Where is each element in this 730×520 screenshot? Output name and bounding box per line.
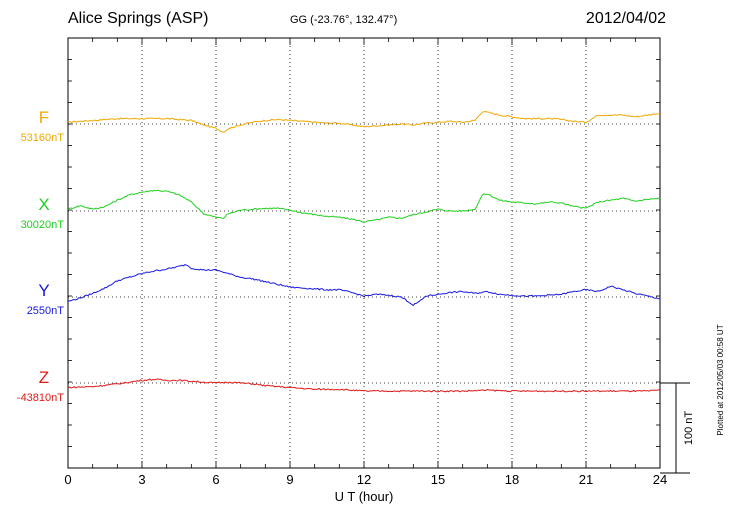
x-tick-label: 0 — [64, 472, 71, 487]
x-tick-label: 3 — [138, 472, 145, 487]
x-tick-label: 9 — [286, 472, 293, 487]
component-label-x: X — [38, 195, 49, 214]
x-tick-label: 15 — [431, 472, 445, 487]
x-tick-label: 24 — [653, 472, 667, 487]
x-tick-label: 12 — [357, 472, 371, 487]
x-axis-title: U T (hour) — [335, 489, 394, 504]
series-line-z — [67, 378, 661, 393]
baseline-value-z: -43810nT — [17, 392, 64, 404]
series-line-x — [67, 189, 661, 223]
component-label-z: Z — [39, 368, 49, 387]
baseline-value-f: 53160nT — [21, 132, 65, 144]
series-line-y — [67, 264, 660, 307]
component-label-f: F — [39, 108, 49, 127]
baseline-value-y: 2550nT — [27, 305, 65, 317]
baseline-value-x: 30020nT — [21, 219, 65, 231]
scale-bar-label: 100 nT — [683, 411, 695, 446]
x-tick-label: 21 — [579, 472, 593, 487]
component-label-y: Y — [38, 281, 49, 300]
series-line-f — [67, 110, 661, 133]
plotted-timestamp: Plotted at 2012/05/03 00:58 UT — [716, 324, 725, 435]
coordinates-label: GG (-23.76°, 132.47°) — [290, 14, 398, 26]
date-label: 2012/04/02 — [585, 10, 666, 27]
x-tick-label: 6 — [212, 472, 219, 487]
x-tick-label: 18 — [505, 472, 519, 487]
station-title: Alice Springs (ASP) — [68, 10, 209, 27]
